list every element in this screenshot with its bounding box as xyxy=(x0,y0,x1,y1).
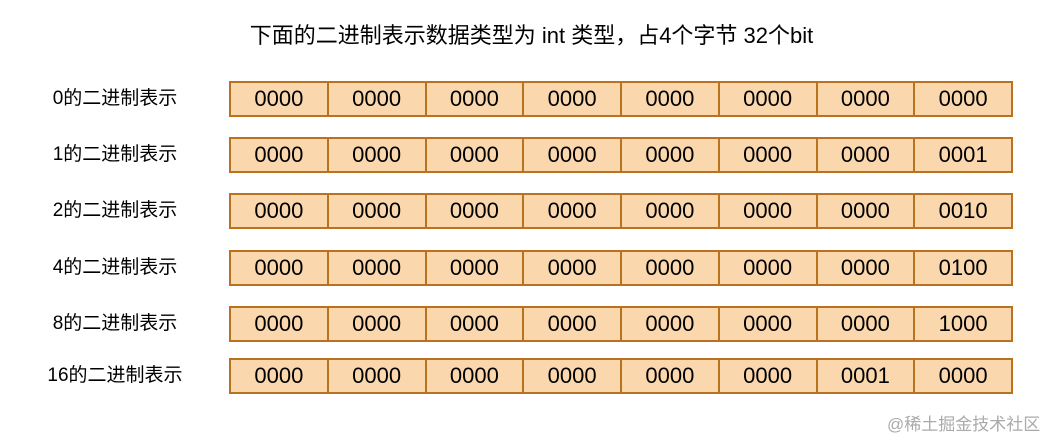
nibble-cell: 0000 xyxy=(620,83,718,115)
nibble-cell: 0000 xyxy=(620,195,718,227)
nibble-cell: 0000 xyxy=(254,363,304,388)
nibble-cell: 0000 xyxy=(717,308,816,340)
nibble-cell: 0000 xyxy=(424,252,523,284)
nibble-cell: 0000 xyxy=(620,252,718,284)
nibble-cell: 1000 xyxy=(913,308,1011,340)
nibble-cell: 0000 xyxy=(326,252,425,284)
nibble-cell: 0000 xyxy=(522,252,620,284)
nibble-cell: 0000 xyxy=(717,195,816,227)
row-label: 2的二进制表示 xyxy=(52,200,178,221)
nibble-cell: 0000 xyxy=(620,360,718,392)
binary-row: 0000 0000 0000 0000 0000 0000 0000 0000 xyxy=(229,81,1013,117)
binary-row: 0000 0000 0000 0000 0000 0000 0000 1000 xyxy=(229,306,1013,342)
nibble-cell: 0000 xyxy=(913,360,1011,392)
nibble-cell: 0001 xyxy=(913,139,1011,171)
nibble-cell: 0000 xyxy=(522,360,620,392)
nibble-cell: 0000 xyxy=(254,255,304,280)
nibble-cell: 0010 xyxy=(913,195,1011,227)
nibble-cell: 0000 xyxy=(717,360,816,392)
nibble-cell: 0000 xyxy=(254,311,304,336)
binary-row: 0000 0000 0000 0000 0000 0000 0000 0010 xyxy=(229,193,1013,229)
nibble-cell: 0000 xyxy=(424,83,523,115)
nibble-cell: 0100 xyxy=(913,252,1011,284)
nibble-cell: 0000 xyxy=(254,198,304,223)
nibble-cell: 0000 xyxy=(815,308,914,340)
nibble-cell: 0000 xyxy=(815,195,914,227)
nibble-cell: 0000 xyxy=(620,139,718,171)
row-label: 4的二进制表示 xyxy=(52,257,178,278)
nibble-cell: 0000 xyxy=(326,195,425,227)
nibble-cell: 0001 xyxy=(815,360,914,392)
nibble-cell: 0000 xyxy=(913,83,1011,115)
binary-row: 0000 0000 0000 0000 0000 0000 0000 0100 xyxy=(229,250,1013,286)
nibble-cell: 0000 xyxy=(717,83,816,115)
row-label: 16的二进制表示 xyxy=(47,365,183,386)
diagram-title: 下面的二进制表示数据类型为 int 类型，占4个字节 32个bit xyxy=(249,23,814,48)
nibble-cell: 0000 xyxy=(424,139,523,171)
nibble-cell: 0000 xyxy=(815,139,914,171)
nibble-cell: 0000 xyxy=(424,195,523,227)
nibble-cell: 0000 xyxy=(254,86,304,111)
nibble-cell: 0000 xyxy=(326,360,425,392)
nibble-cell: 0000 xyxy=(815,252,914,284)
nibble-cell: 0000 xyxy=(522,83,620,115)
nibble-cell: 0000 xyxy=(326,308,425,340)
nibble-cell: 0000 xyxy=(717,139,816,171)
nibble-cell: 0000 xyxy=(424,360,523,392)
watermark: @稀土掘金技术社区 xyxy=(887,415,1041,434)
binary-row: 0000 0000 0000 0000 0000 0000 0000 0001 xyxy=(229,137,1013,173)
nibble-cell: 0000 xyxy=(424,308,523,340)
row-label: 8的二进制表示 xyxy=(52,313,178,334)
binary-row: 0000 0000 0000 0000 0000 0000 0001 0000 xyxy=(229,358,1013,394)
row-label: 0的二进制表示 xyxy=(52,88,178,109)
nibble-cell: 0000 xyxy=(254,142,304,167)
nibble-cell: 0000 xyxy=(522,139,620,171)
nibble-cell: 0000 xyxy=(326,83,425,115)
nibble-cell: 0000 xyxy=(522,308,620,340)
nibble-cell: 0000 xyxy=(717,252,816,284)
nibble-cell: 0000 xyxy=(620,308,718,340)
nibble-cell: 0000 xyxy=(326,139,425,171)
nibble-cell: 0000 xyxy=(522,195,620,227)
nibble-cell: 0000 xyxy=(815,83,914,115)
row-label: 1的二进制表示 xyxy=(52,144,178,165)
